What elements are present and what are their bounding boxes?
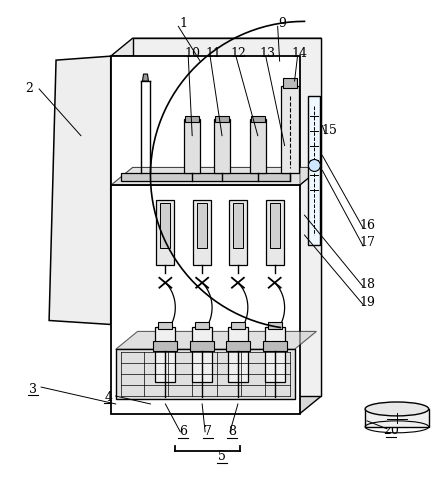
Text: 5: 5	[218, 450, 226, 463]
Bar	[184, 119, 200, 173]
Bar	[365, 409, 429, 427]
Text: 14: 14	[292, 46, 308, 60]
Circle shape	[309, 160, 320, 171]
Bar	[197, 203, 207, 248]
Bar	[265, 328, 285, 382]
Text: 2: 2	[25, 82, 33, 95]
Bar	[195, 322, 209, 330]
Bar	[158, 322, 172, 330]
Bar	[229, 200, 247, 265]
Text: 15: 15	[322, 124, 337, 137]
Polygon shape	[300, 38, 322, 414]
Text: 10: 10	[184, 46, 200, 60]
Polygon shape	[111, 38, 322, 56]
Ellipse shape	[365, 402, 429, 416]
Text: 11: 11	[205, 46, 221, 60]
Text: 20: 20	[383, 424, 399, 437]
Bar	[231, 322, 245, 330]
Polygon shape	[116, 331, 316, 349]
Bar	[190, 342, 214, 351]
Text: 7: 7	[204, 425, 212, 438]
Bar	[263, 342, 287, 351]
Bar	[120, 173, 289, 182]
Text: 12: 12	[230, 46, 246, 60]
Text: 6: 6	[179, 425, 187, 438]
Bar	[281, 86, 298, 173]
Bar	[268, 322, 281, 330]
Text: 4: 4	[105, 390, 113, 403]
Text: 8: 8	[228, 425, 236, 438]
Text: 18: 18	[359, 278, 375, 291]
Bar	[215, 116, 229, 122]
Bar	[153, 342, 178, 351]
Bar	[161, 203, 170, 248]
Text: 13: 13	[260, 46, 276, 60]
Text: 9: 9	[279, 17, 287, 30]
Bar	[233, 203, 243, 248]
Bar	[270, 203, 280, 248]
Bar	[250, 119, 266, 173]
Bar	[157, 200, 174, 265]
Bar	[214, 119, 230, 173]
Polygon shape	[111, 168, 322, 185]
Polygon shape	[143, 74, 149, 81]
Bar	[193, 200, 211, 265]
Bar	[155, 328, 175, 382]
Bar	[116, 349, 294, 399]
Text: 16: 16	[359, 218, 375, 231]
Bar	[251, 116, 265, 122]
Text: 17: 17	[359, 237, 375, 250]
Bar	[309, 96, 320, 245]
Text: 3: 3	[29, 383, 37, 396]
Bar	[111, 56, 300, 414]
Bar	[185, 116, 199, 122]
Bar	[192, 328, 212, 382]
Bar	[266, 200, 284, 265]
Text: 19: 19	[359, 296, 375, 309]
Bar	[228, 328, 248, 382]
Polygon shape	[49, 56, 111, 324]
Bar	[132, 38, 322, 396]
Text: 1: 1	[179, 17, 187, 30]
Bar	[226, 342, 250, 351]
Bar	[283, 78, 297, 88]
